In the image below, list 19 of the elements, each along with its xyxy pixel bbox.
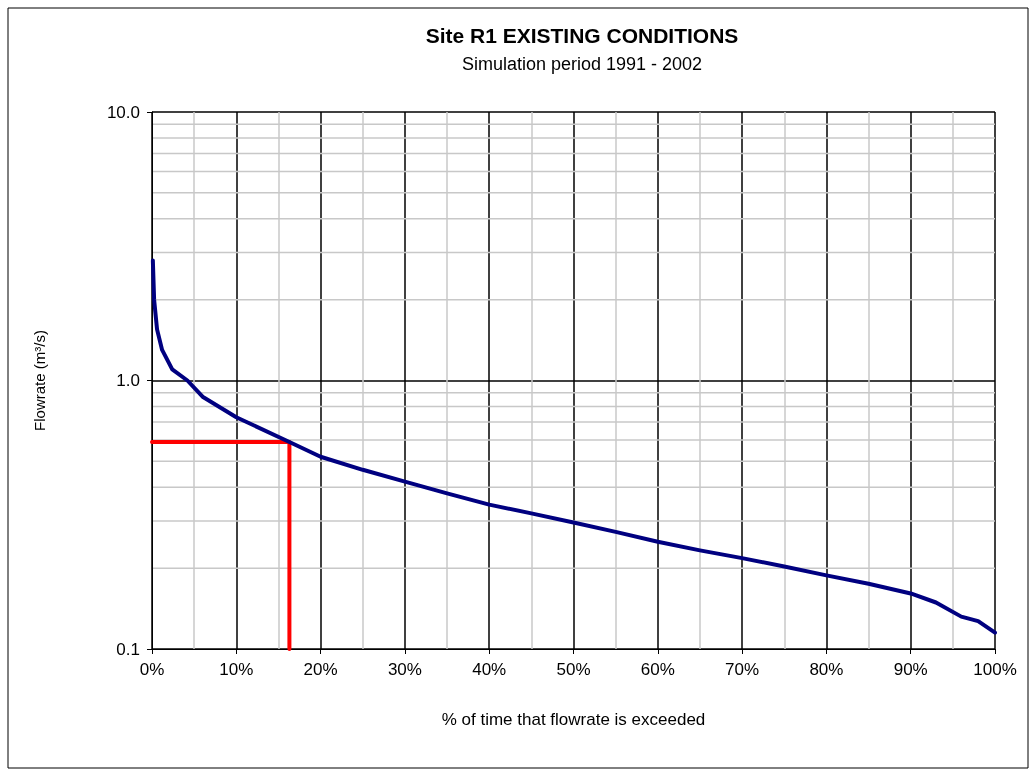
chart-subtitle: Simulation period 1991 - 2002 bbox=[461, 54, 703, 74]
x-tick-label: 70% bbox=[725, 660, 760, 679]
y-tick-label: 1.0 bbox=[116, 371, 140, 390]
chart-title: Site R1 EXISTING CONDITIONS bbox=[425, 24, 739, 47]
y-tick-label: 10.0 bbox=[106, 102, 140, 122]
x-tick-label: 20% bbox=[303, 660, 338, 679]
x-tick-label: 90% bbox=[893, 660, 928, 679]
x-tick-label: 0% bbox=[139, 660, 165, 679]
x-tick-label: 40% bbox=[472, 660, 507, 679]
x-tick-label: 50% bbox=[556, 660, 591, 679]
x-tick-label: 100% bbox=[973, 660, 1017, 679]
line-series bbox=[150, 258, 997, 635]
y-tick-label: 0.1 bbox=[116, 639, 140, 659]
y-axis-title: Flowrate (m³/s) bbox=[31, 330, 48, 431]
x-tick-label: 30% bbox=[387, 660, 422, 679]
x-tick-label: 80% bbox=[809, 660, 844, 679]
x-axis-title: % of time that flowrate is exceeded bbox=[441, 710, 706, 729]
x-tick-label: 10% bbox=[219, 660, 254, 679]
x-tick-label: 60% bbox=[640, 660, 675, 679]
